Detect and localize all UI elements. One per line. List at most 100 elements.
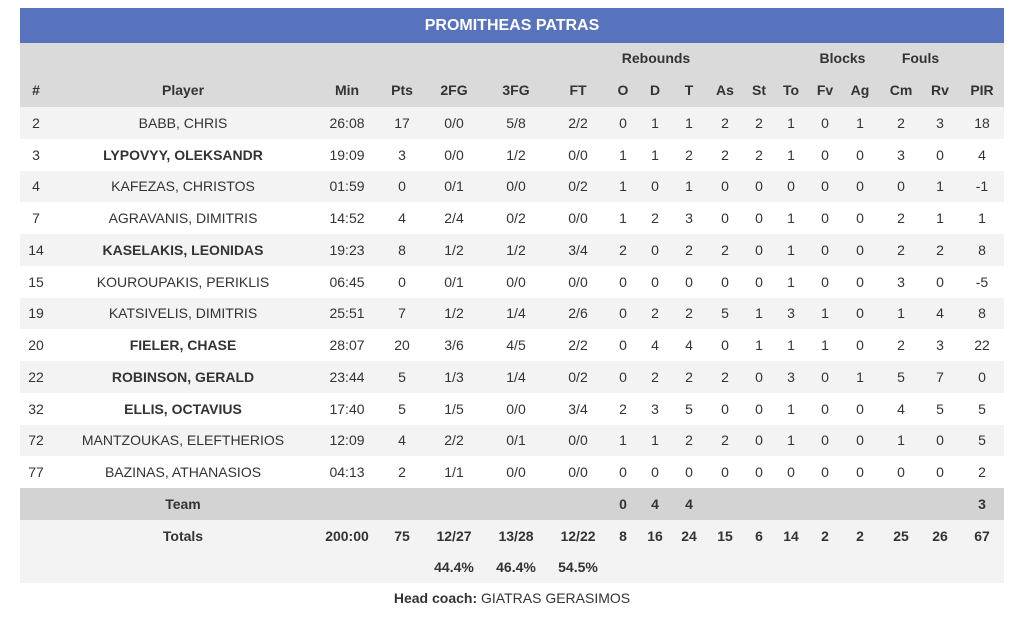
player-name: AGRAVANIS, DIMITRIS: [108, 210, 258, 227]
stat-cell: 2/2: [568, 114, 588, 131]
stat-cell: 1: [651, 114, 659, 131]
stat-cell: 17: [394, 114, 410, 131]
stat-cell: 17:40: [329, 400, 365, 417]
percentages-row-background: [20, 551, 1004, 584]
stat-cell: 12:09: [329, 432, 365, 449]
stat-cell: 0: [856, 241, 864, 258]
stat-cell: 0: [936, 146, 944, 163]
stat-cell: 19:23: [329, 241, 365, 258]
stat-cell: 1: [787, 114, 795, 131]
stat-cell: 1: [821, 305, 829, 322]
stat-cell: 0: [821, 400, 829, 417]
stat-cell: 0: [755, 241, 763, 258]
stat-cell: 3/4: [568, 241, 588, 258]
stat-cell: 2: [897, 337, 905, 354]
stat-cell: 0: [721, 464, 729, 481]
stat-cell: 2: [619, 400, 627, 417]
totals-cell: 15: [717, 527, 733, 544]
stat-cell: 0: [856, 146, 864, 163]
stat-cell: 0: [619, 114, 627, 131]
stat-cell: 2/6: [568, 305, 588, 322]
stat-cell: 0: [936, 273, 944, 290]
stat-cell: 32: [28, 400, 44, 417]
stat-cell: 4: [978, 146, 986, 163]
stat-cell: 1/1: [444, 464, 464, 481]
stat-cell: 1: [755, 305, 763, 322]
stat-cell: 0/0: [568, 146, 588, 163]
totals-cell: 200:00: [325, 527, 369, 544]
stat-cell: 2: [685, 432, 693, 449]
stat-cell: 0/0: [444, 146, 464, 163]
stat-cell: 2: [685, 368, 693, 385]
stat-cell: 0: [755, 273, 763, 290]
stat-cell: 1: [787, 337, 795, 354]
stat-cell: 1/4: [506, 368, 526, 385]
totals-cell: 12/22: [560, 527, 596, 544]
stat-cell: 1: [978, 210, 986, 227]
stat-cell: 2: [721, 114, 729, 131]
stat-cell: 1/3: [444, 368, 464, 385]
player-name: BABB, CHRIS: [138, 114, 228, 131]
stat-cell: 2: [651, 210, 659, 227]
stat-cell: 0: [619, 368, 627, 385]
stat-cell: 3: [897, 146, 905, 163]
team-cell: 0: [619, 495, 627, 512]
stat-cell: 2: [755, 146, 763, 163]
totals-cell: Totals: [162, 527, 204, 544]
row-background: [20, 107, 1004, 139]
stat-cell: 22: [974, 337, 990, 354]
stat-cell: 0: [398, 273, 406, 290]
stat-cell: 8: [978, 305, 986, 322]
stat-cell: 19:09: [329, 146, 365, 163]
column-header: D: [649, 82, 661, 98]
stat-cell: 2: [897, 114, 905, 131]
column-header: #: [32, 82, 40, 98]
group-header: Blocks: [819, 50, 866, 66]
stat-cell: 0: [856, 273, 864, 290]
stat-cell: 2: [32, 114, 40, 131]
stat-cell: 5: [398, 368, 406, 385]
totals-cell: 12/27: [436, 527, 472, 544]
stat-cell: 2: [685, 241, 693, 258]
stat-cell: 5: [897, 368, 905, 385]
stat-cell: 20: [28, 337, 44, 354]
team-title: PROMITHEAS PATRAS: [20, 8, 1004, 43]
stat-cell: 0: [398, 178, 406, 195]
stat-cell: 5/8: [506, 114, 526, 131]
stat-cell: 2: [897, 241, 905, 258]
totals-cell: 25: [893, 527, 909, 544]
stat-cell: 0: [651, 241, 659, 258]
stat-cell: 2: [619, 241, 627, 258]
player-name: MANTZOUKAS, ELEFTHERIOS: [81, 432, 285, 449]
stat-cell: 4: [685, 337, 693, 354]
totals-row-background: [20, 519, 1004, 552]
team-cell: 3: [978, 495, 986, 512]
row-background: [20, 392, 1004, 425]
stat-cell: 0: [821, 146, 829, 163]
totals-cell: 67: [974, 527, 990, 544]
stat-cell: 3: [398, 146, 406, 163]
stat-cell: 0: [651, 178, 659, 195]
player-name: KATSIVELIS, DIMITRIS: [108, 305, 258, 322]
stat-cell: 4: [651, 337, 659, 354]
stat-cell: 1: [787, 273, 795, 290]
stat-cell: 4: [897, 400, 905, 417]
stat-cell: 3/4: [568, 400, 588, 417]
stat-cell: 1: [787, 241, 795, 258]
stat-cell: 4/5: [506, 337, 526, 354]
stat-cell: 0: [619, 464, 627, 481]
stat-cell: 0: [721, 337, 729, 354]
stat-cell: 2: [721, 432, 729, 449]
column-header: Ag: [850, 82, 870, 98]
stat-cell: 1: [619, 178, 627, 195]
stat-cell: 1: [936, 178, 944, 195]
column-header: 3FG: [502, 82, 530, 98]
stat-cell: 2: [721, 368, 729, 385]
stat-cell: 1: [856, 114, 864, 131]
column-header: PIR: [970, 82, 994, 98]
stat-cell: 1: [787, 432, 795, 449]
stat-cell: 23:44: [329, 368, 365, 385]
stat-cell: 1: [897, 432, 905, 449]
stat-cell: 3: [787, 368, 795, 385]
totals-cell: 13/28: [498, 527, 534, 544]
